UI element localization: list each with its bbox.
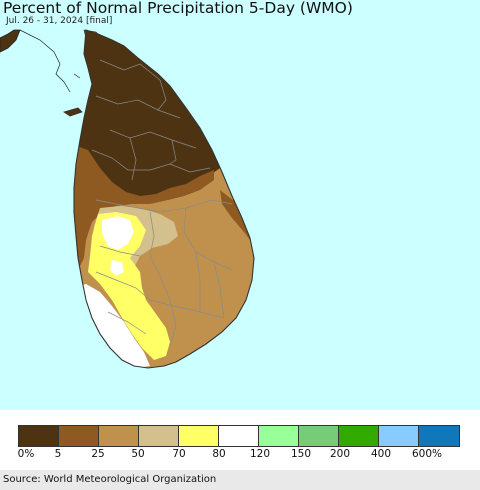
zone-5-25-east (220, 190, 250, 240)
zone-80-120-inland (102, 216, 134, 250)
district-boundaries (91, 59, 233, 347)
india-coast (0, 29, 21, 53)
legend-tick: 70 (172, 448, 186, 460)
sri-lanka-outline (73, 29, 255, 369)
legend-swatch (339, 426, 379, 446)
map-subtitle: Jul. 26 - 31, 2024 [final] (6, 16, 113, 26)
legend-tick: 80 (212, 448, 226, 460)
precipitation-map (0, 0, 480, 410)
legend-tick: 5 (54, 448, 62, 460)
legend-colorbar (18, 425, 460, 447)
legend-swatch (299, 426, 339, 446)
legend-tick: 400 (370, 448, 392, 460)
legend-swatch (139, 426, 179, 446)
legend-tick: 25 (91, 448, 105, 460)
map-area: Percent of Normal Precipitation 5-Day (W… (0, 0, 480, 410)
legend-swatch (59, 426, 99, 446)
zone-5-25-west (74, 140, 214, 270)
legend-tick: 0% (17, 448, 35, 460)
legend-swatch (259, 426, 299, 446)
legend-swatch (219, 426, 259, 446)
legend-tick: 200 (329, 448, 351, 460)
legend-swatch (379, 426, 419, 446)
india-outline (19, 29, 81, 93)
mannar-island (63, 107, 83, 117)
zone-80-120-patch (110, 260, 124, 276)
legend-tick: 120 (249, 448, 271, 460)
legend-tick: 600% (411, 448, 443, 460)
legend: 0% 5 25 50 70 80 120 150 200 400 600% (0, 410, 480, 470)
legend-swatch (99, 426, 139, 446)
source-credit: Source: World Meteorological Organizatio… (0, 470, 480, 490)
legend-tick-labels: 0% 5 25 50 70 80 120 150 200 400 600% (0, 448, 480, 462)
legend-tick: 50 (131, 448, 145, 460)
legend-swatch (179, 426, 219, 446)
legend-tick: 150 (290, 448, 312, 460)
legend-swatch (419, 426, 459, 446)
legend-swatch (19, 426, 59, 446)
map-title: Percent of Normal Precipitation 5-Day (W… (3, 0, 353, 17)
ocean (0, 0, 480, 410)
